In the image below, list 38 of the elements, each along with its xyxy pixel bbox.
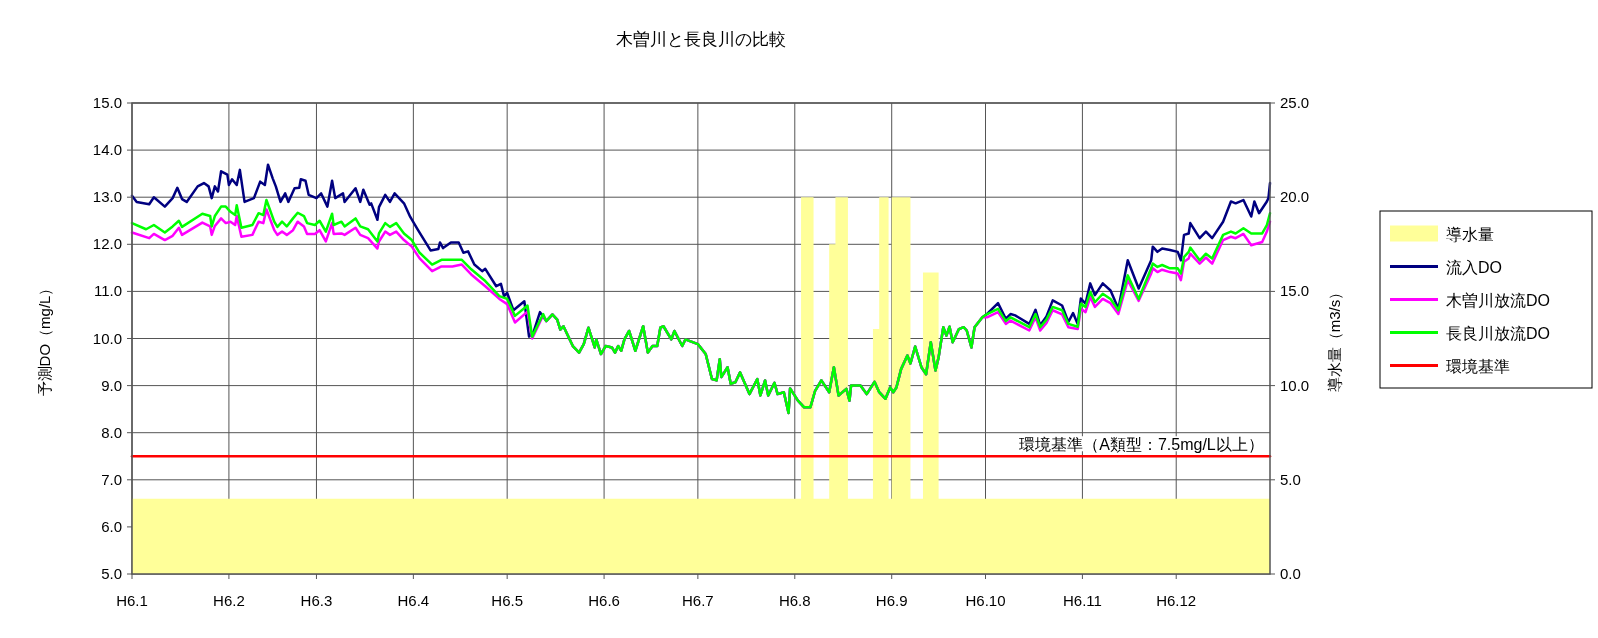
y-tick-label: 8.0 (101, 423, 122, 441)
y2-tick-label: 10.0 (1280, 376, 1310, 394)
x-tick-label: H6.12 (1156, 592, 1197, 609)
y2-tick-label: 15.0 (1280, 282, 1310, 300)
x-tick-label: H6.4 (397, 592, 430, 609)
y-tick-label: 10.0 (92, 329, 122, 347)
chart-title: 木曽川と長良川の比較 (616, 30, 786, 49)
x-tick-label: H6.7 (682, 592, 714, 609)
y2-tick-label: 20.0 (1280, 188, 1310, 206)
x-tick-label: H6.11 (1062, 592, 1102, 609)
y2-tick-label: 25.0 (1280, 94, 1310, 111)
x-tick-label: H6.3 (300, 592, 333, 609)
y-tick-label: 9.0 (101, 376, 122, 394)
y-tick-label: 11.0 (93, 282, 122, 300)
annotation: 環境基準（A類型：7.5mg/L以上） (1019, 436, 1264, 454)
legend-label: 流入DO (1446, 258, 1502, 276)
legend-label: 長良川放流DO (1446, 324, 1550, 342)
x-tick-label: H6.2 (213, 592, 245, 609)
x-tick-label: H6.10 (965, 592, 1006, 609)
y-tick-label: 6.0 (101, 517, 122, 535)
y-tick-label: 15.0 (92, 94, 122, 111)
y2-tick-label: 5.0 (1280, 470, 1301, 488)
x-tick-label: H6.8 (778, 592, 811, 609)
legend-label: 環境基準 (1446, 357, 1510, 375)
y-tick-label: 13.0 (92, 188, 122, 206)
x-tick-label: H6.5 (491, 592, 524, 609)
x-tick-label: H6.1 (116, 592, 148, 609)
y-tick-label: 14.0 (92, 141, 122, 159)
y-tick-label: 12.0 (92, 235, 122, 253)
legend-label: 木曽川放流DO (1446, 291, 1550, 309)
y-axis-title: 予測DO（mg/L） (36, 280, 53, 397)
legend-label: 導水量 (1446, 225, 1494, 243)
x-tick-label: H6.9 (875, 592, 908, 609)
y-tick-label: 5.0 (101, 565, 122, 582)
y2-axis-title: 導水量（m3/s） (1326, 284, 1343, 393)
x-tick-label: H6.6 (588, 592, 620, 609)
y-tick-label: 7.0 (101, 470, 122, 488)
y2-tick-label: 0.0 (1280, 565, 1301, 582)
